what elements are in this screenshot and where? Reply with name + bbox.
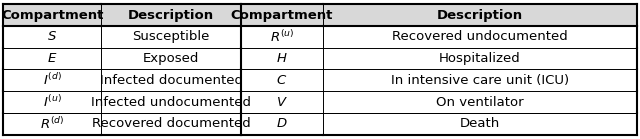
Bar xyxy=(101,91,241,113)
Bar xyxy=(241,26,323,48)
Bar xyxy=(101,26,241,48)
Bar xyxy=(101,48,241,70)
Text: Description: Description xyxy=(128,9,214,22)
Text: $D$: $D$ xyxy=(276,117,288,130)
Text: Infected undocumented: Infected undocumented xyxy=(91,96,251,109)
Text: On ventilator: On ventilator xyxy=(436,96,524,109)
Text: Recovered undocumented: Recovered undocumented xyxy=(392,30,568,43)
Text: Death: Death xyxy=(460,117,500,130)
Bar xyxy=(101,113,241,135)
Text: $I^{(u)}$: $I^{(u)}$ xyxy=(43,94,62,110)
Text: Description: Description xyxy=(437,9,523,22)
Text: $R^{(d)}$: $R^{(d)}$ xyxy=(40,116,65,132)
Text: In intensive care unit (ICU): In intensive care unit (ICU) xyxy=(391,74,569,87)
Text: $H$: $H$ xyxy=(276,52,288,65)
Text: Exposed: Exposed xyxy=(143,52,199,65)
Bar xyxy=(3,91,101,113)
Text: $V$: $V$ xyxy=(276,96,288,109)
Bar xyxy=(3,26,101,48)
Text: $E$: $E$ xyxy=(47,52,58,65)
Bar xyxy=(323,26,637,48)
Text: Hospitalized: Hospitalized xyxy=(439,52,521,65)
Bar xyxy=(3,4,101,26)
Text: $C$: $C$ xyxy=(276,74,287,87)
Bar xyxy=(241,70,323,91)
Bar xyxy=(241,113,323,135)
Text: Compartment: Compartment xyxy=(1,9,104,22)
Text: $R^{(u)}$: $R^{(u)}$ xyxy=(270,29,294,45)
Bar xyxy=(323,4,637,26)
Bar xyxy=(241,91,323,113)
Bar xyxy=(241,48,323,70)
Text: $S$: $S$ xyxy=(47,30,58,43)
Bar xyxy=(323,91,637,113)
Bar xyxy=(3,48,101,70)
Bar xyxy=(241,4,323,26)
Text: Susceptible: Susceptible xyxy=(132,30,210,43)
Bar xyxy=(323,48,637,70)
Text: Compartment: Compartment xyxy=(231,9,333,22)
Text: Recovered documented: Recovered documented xyxy=(92,117,250,130)
Bar xyxy=(3,70,101,91)
Bar xyxy=(323,70,637,91)
Bar xyxy=(3,113,101,135)
Text: Infected documented: Infected documented xyxy=(100,74,243,87)
Bar xyxy=(101,4,241,26)
Text: $I^{(d)}$: $I^{(d)}$ xyxy=(43,72,62,88)
Bar xyxy=(323,113,637,135)
Bar xyxy=(101,70,241,91)
